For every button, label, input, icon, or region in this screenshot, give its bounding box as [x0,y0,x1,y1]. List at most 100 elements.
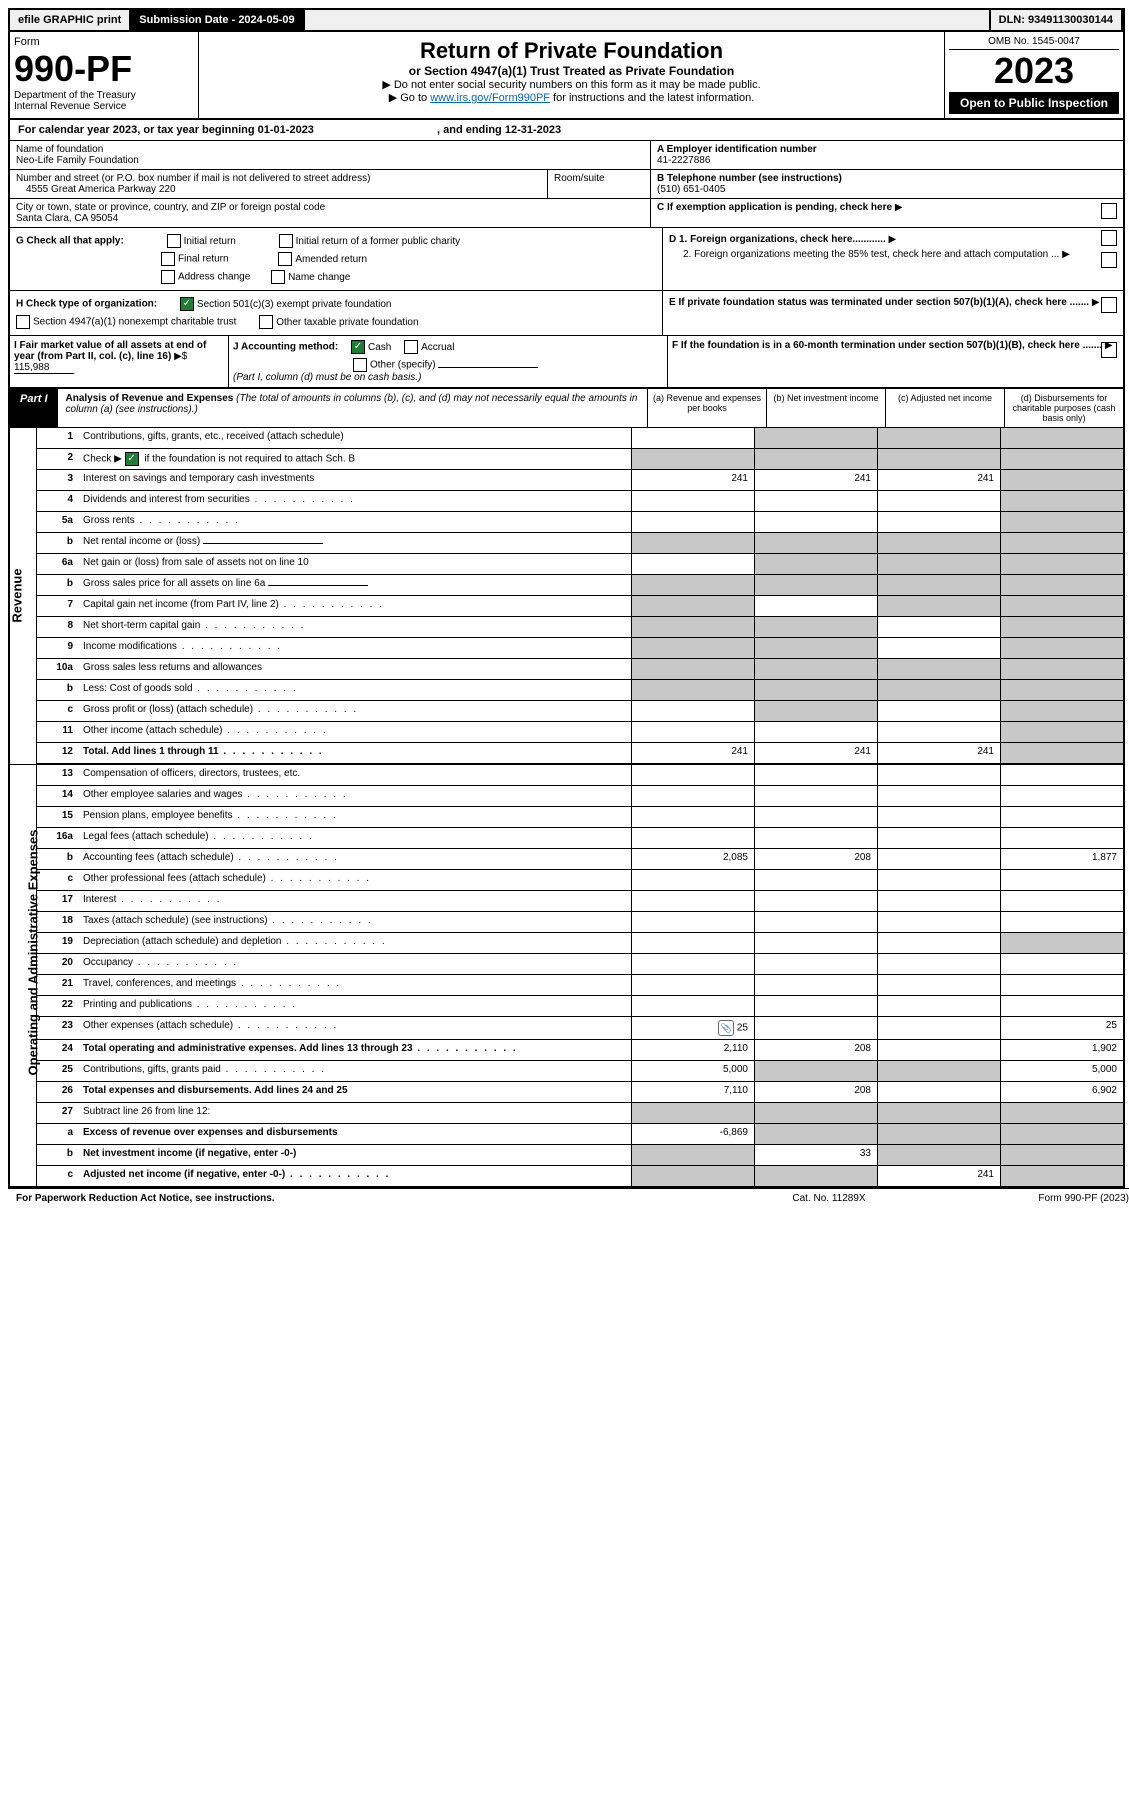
cell [754,870,877,890]
table-row: 25Contributions, gifts, grants paid5,000… [37,1061,1123,1082]
table-row: 16aLegal fees (attach schedule) [37,828,1123,849]
calyear-pre: For calendar year 2023, or tax year begi… [18,124,258,136]
cell [1000,828,1123,848]
cell [754,1061,877,1081]
name-change-checkbox[interactable] [271,270,285,284]
addr-row: Number and street (or P.O. box number if… [10,170,650,199]
d1-checkbox[interactable] [1101,230,1117,246]
address-change-checkbox[interactable] [161,270,175,284]
final-return-checkbox[interactable] [161,252,175,266]
cash-checkbox[interactable] [351,340,365,354]
other-checkbox[interactable] [353,358,367,372]
cell [1000,491,1123,511]
h-opt1: Section 501(c)(3) exempt private foundat… [180,299,392,310]
table-row: 4Dividends and interest from securities [37,491,1123,512]
cell: 241 [754,470,877,490]
section-g-row: G Check all that apply: Initial return I… [10,228,1123,291]
initial-return-checkbox[interactable] [167,234,181,248]
cell [754,680,877,700]
cell: 25 [1000,1017,1123,1039]
cell [631,912,754,932]
irs-label: Internal Revenue Service [14,101,194,112]
cell [631,659,754,679]
cell [1000,680,1123,700]
accrual-checkbox[interactable] [404,340,418,354]
name-cell: Name of foundation Neo-Life Family Found… [10,141,650,170]
cell: 241 [754,743,877,763]
expenses-rows: 13Compensation of officers, directors, t… [37,765,1123,1186]
schb-checkbox[interactable] [125,452,139,466]
form-label: Form [14,36,194,48]
tax-year: 2023 [949,50,1119,92]
cell [631,996,754,1016]
note2: ▶ Go to www.irs.gov/Form990PF for instru… [205,91,938,104]
cell [877,659,1000,679]
section-j: J Accounting method: Cash Accrual Other … [229,336,668,387]
j-note: (Part I, column (d) must be on cash basi… [233,372,421,383]
cell [754,617,877,637]
j-cash: Cash [351,342,391,353]
cell [877,849,1000,869]
header-right: OMB No. 1545-0047 2023 Open to Public In… [944,32,1123,118]
cell [754,1166,877,1186]
cell [877,638,1000,658]
f-checkbox[interactable] [1101,342,1117,358]
h-opt2: Section 4947(a)(1) nonexempt charitable … [16,315,236,329]
cell [754,638,877,658]
table-row: 26Total expenses and disbursements. Add … [37,1082,1123,1103]
section-ijf: I Fair market value of all assets at end… [10,336,1123,389]
cell: 2,085 [631,849,754,869]
exemption-checkbox[interactable] [1101,203,1117,219]
ein-label: A Employer identification number [657,144,1117,155]
h-opt3: Other taxable private foundation [259,317,418,328]
cell [631,1145,754,1165]
section-f: F If the foundation is in a 60-month ter… [668,336,1123,387]
cell [877,1145,1000,1165]
note1: ▶ Do not enter social security numbers o… [205,78,938,91]
cell [1000,870,1123,890]
cell [1000,1145,1123,1165]
4947-checkbox[interactable] [16,315,30,329]
cell [877,786,1000,806]
cell [1000,1103,1123,1123]
cell [754,954,877,974]
table-row: 8Net short-term capital gain [37,617,1123,638]
col-c-header: (c) Adjusted net income [885,389,1004,427]
attachment-icon[interactable]: 📎 [718,1020,734,1036]
cell [631,807,754,827]
cell [754,1017,877,1039]
cell [754,975,877,995]
revenue-rows: 1Contributions, gifts, grants, etc., rec… [37,428,1123,764]
cell [877,1124,1000,1144]
table-row: bLess: Cost of goods sold [37,680,1123,701]
e-checkbox[interactable] [1101,297,1117,313]
dln: DLN: 93491130030144 [991,10,1123,30]
room-label: Room/suite [547,170,650,199]
table-row: cOther professional fees (attach schedul… [37,870,1123,891]
d1-label: D 1. Foreign organizations, check here..… [669,234,886,245]
arrow-icon: ▶ [886,234,896,245]
table-row: 10aGross sales less returns and allowanc… [37,659,1123,680]
d2-checkbox[interactable] [1101,252,1117,268]
cell [631,870,754,890]
501c3-checkbox[interactable] [180,297,194,311]
cell [754,1103,877,1123]
other-taxable-checkbox[interactable] [259,315,273,329]
cell [877,891,1000,911]
cell: -6,869 [631,1124,754,1144]
amended-return-checkbox[interactable] [278,252,292,266]
initial-former-checkbox[interactable] [279,234,293,248]
name-label: Name of foundation [16,144,644,155]
cell [631,828,754,848]
efile-label[interactable]: efile GRAPHIC print [10,10,131,30]
cell [1000,954,1123,974]
table-row: 1Contributions, gifts, grants, etc., rec… [37,428,1123,449]
cell [754,554,877,574]
cell [754,701,877,721]
table-row: 23Other expenses (attach schedule)📎 2525 [37,1017,1123,1040]
table-row: aExcess of revenue over expenses and dis… [37,1124,1123,1145]
cell [1000,1166,1123,1186]
info-left: Name of foundation Neo-Life Family Found… [10,141,651,227]
form990pf-link[interactable]: www.irs.gov/Form990PF [430,92,550,104]
cell: 241 [877,743,1000,763]
